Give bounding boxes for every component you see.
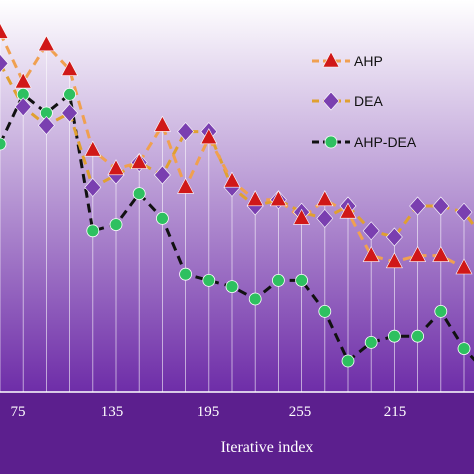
data-point: [248, 292, 262, 306]
data-point: [339, 202, 357, 219]
data-point: [341, 354, 355, 368]
data-point: [223, 171, 241, 188]
data-point: [316, 190, 334, 207]
data-point: [200, 128, 218, 145]
data-point: [322, 51, 340, 68]
data-point: [0, 22, 9, 39]
series-line-ahp-dea: [0, 91, 474, 364]
data-point: [293, 208, 311, 225]
data-point: [316, 208, 334, 228]
x-axis-band: [0, 392, 474, 474]
x-tick-label: 195: [197, 404, 220, 420]
x-axis-label: Iterative index: [221, 439, 314, 456]
data-point: [177, 177, 195, 194]
series-line-ahp: [0, 31, 474, 270]
data-point: [322, 91, 340, 111]
data-point: [455, 202, 473, 222]
data-point: [269, 190, 287, 207]
data-point: [0, 53, 9, 73]
legend-label: AHP-DEA: [354, 134, 417, 150]
data-point: [0, 137, 7, 151]
data-point: [153, 165, 171, 185]
data-point: [457, 342, 471, 356]
data-point: [177, 122, 195, 142]
data-point: [14, 97, 32, 117]
data-point: [362, 245, 380, 262]
x-tick-label: 215: [384, 404, 407, 420]
data-point: [455, 258, 473, 275]
data-point: [130, 152, 148, 169]
data-point: [84, 177, 102, 197]
data-point: [246, 190, 264, 207]
data-point: [318, 304, 332, 318]
data-point: [63, 88, 76, 101]
data-point: [385, 227, 403, 247]
data-point: [14, 72, 32, 89]
data-point: [271, 273, 285, 287]
legend-label: DEA: [354, 93, 383, 109]
data-point: [179, 267, 193, 281]
data-point: [409, 245, 427, 262]
data-point: [37, 35, 55, 52]
plot-background: [0, 0, 474, 392]
data-point: [61, 59, 79, 76]
data-point: [37, 115, 55, 135]
data-point: [295, 273, 309, 287]
data-point: [202, 273, 216, 287]
x-tick-label: 75: [11, 404, 26, 420]
series-line-dea: [0, 62, 474, 239]
data-point: [362, 221, 380, 241]
data-point: [364, 335, 378, 349]
series-layer: [0, 22, 474, 368]
x-tick-label: 255: [289, 404, 312, 420]
data-point: [225, 280, 239, 294]
data-point: [409, 196, 427, 216]
x-tick-labels: 75 135 195 255 215: [11, 404, 407, 420]
legend-label: AHP: [354, 53, 383, 69]
data-point: [86, 224, 100, 238]
data-point: [324, 135, 338, 149]
data-point: [84, 140, 102, 157]
data-point: [387, 329, 401, 343]
data-point: [109, 218, 123, 232]
data-point: [61, 103, 79, 123]
data-point: [432, 196, 450, 216]
data-point: [132, 187, 146, 201]
data-point: [432, 245, 450, 262]
data-point: [385, 252, 403, 269]
data-point: [153, 115, 171, 132]
legend: AHP DEA AHP-DEA: [312, 51, 417, 150]
data-point: [434, 304, 448, 318]
data-point: [411, 329, 425, 343]
x-tick-label: 135: [101, 404, 124, 420]
data-point: [107, 159, 125, 176]
data-point: [155, 211, 169, 225]
